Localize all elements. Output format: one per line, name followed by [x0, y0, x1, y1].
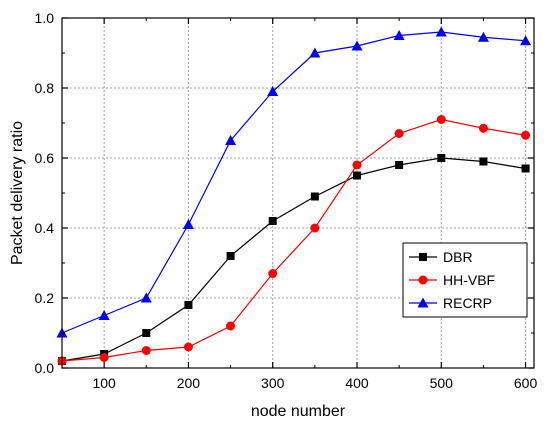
data-point-dbr — [310, 192, 319, 201]
series-lines — [61, 31, 526, 362]
data-point-dbr — [226, 252, 235, 260]
data-point-hh-vbf — [99, 353, 109, 362]
data-point-recrp — [477, 31, 489, 42]
legend: DBR HH-VBF RECRP — [402, 242, 528, 318]
data-point-recrp — [520, 35, 532, 46]
data-point-recrp — [140, 292, 152, 303]
legend-marker-hh-vbf — [418, 275, 428, 285]
y-tick-label: 0.2 — [35, 290, 55, 306]
data-point-recrp — [309, 47, 321, 58]
x-tick-label: 200 — [177, 375, 201, 391]
data-point-recrp — [225, 135, 237, 145]
x-axis-tick-labels: 100 200 300 400 500 600 — [92, 375, 537, 391]
y-tick-label: 0.6 — [35, 150, 55, 166]
y-tick-label: 0.4 — [35, 220, 55, 236]
data-point-hh-vbf — [352, 160, 362, 170]
data-point-dbr — [479, 157, 488, 166]
data-point-dbr — [184, 301, 193, 309]
y-axis-tick-labels: 0.0 0.2 0.4 0.6 0.8 1.0 — [35, 10, 55, 376]
data-point-dbr — [521, 164, 530, 173]
x-tick-label: 100 — [92, 375, 116, 391]
data-point-hh-vbf — [436, 115, 446, 124]
legend-label-hh-vbf: HH-VBF — [443, 272, 495, 288]
data-point-recrp — [267, 86, 279, 96]
data-point-dbr — [353, 171, 361, 180]
data-point-recrp — [393, 30, 405, 40]
legend-label-dbr: DBR — [443, 249, 473, 265]
legend-marker-recrp — [417, 297, 429, 308]
x-tick-label: 300 — [261, 375, 285, 391]
y-axis-title: Packet delivery ratio — [9, 121, 26, 265]
x-tick-label: 500 — [430, 375, 454, 391]
data-point-dbr — [395, 161, 404, 169]
series-markers — [56, 26, 532, 366]
x-tick-label: 400 — [345, 375, 369, 391]
data-point-hh-vbf — [478, 123, 488, 133]
data-point-hh-vbf — [394, 129, 404, 138]
data-point-hh-vbf — [141, 346, 151, 355]
data-point-recrp — [435, 26, 447, 37]
data-point-recrp — [98, 310, 110, 320]
series-line-hh-vbf — [61, 118, 526, 362]
legend-label-recrp: RECRP — [443, 295, 492, 311]
series-line-recrp — [61, 31, 526, 334]
y-tick-label: 0.0 — [35, 360, 55, 376]
data-point-hh-vbf — [521, 130, 531, 140]
legend-marker-dbr — [419, 253, 427, 261]
data-point-recrp — [182, 219, 194, 229]
series-line-dbr — [61, 157, 526, 362]
y-tick-label: 1.0 — [35, 10, 55, 26]
data-point-dbr — [142, 329, 151, 337]
data-point-hh-vbf — [310, 223, 320, 233]
data-point-hh-vbf — [268, 269, 278, 278]
y-tick-label: 0.8 — [35, 80, 55, 96]
data-point-hh-vbf — [183, 342, 193, 352]
data-point-hh-vbf — [226, 321, 236, 331]
data-point-dbr — [437, 154, 446, 162]
data-point-dbr — [268, 217, 277, 225]
x-tick-label: 600 — [514, 375, 538, 391]
axis-ticks — [61, 17, 534, 369]
x-axis-title: node number — [251, 403, 346, 420]
data-point-recrp — [351, 40, 363, 51]
